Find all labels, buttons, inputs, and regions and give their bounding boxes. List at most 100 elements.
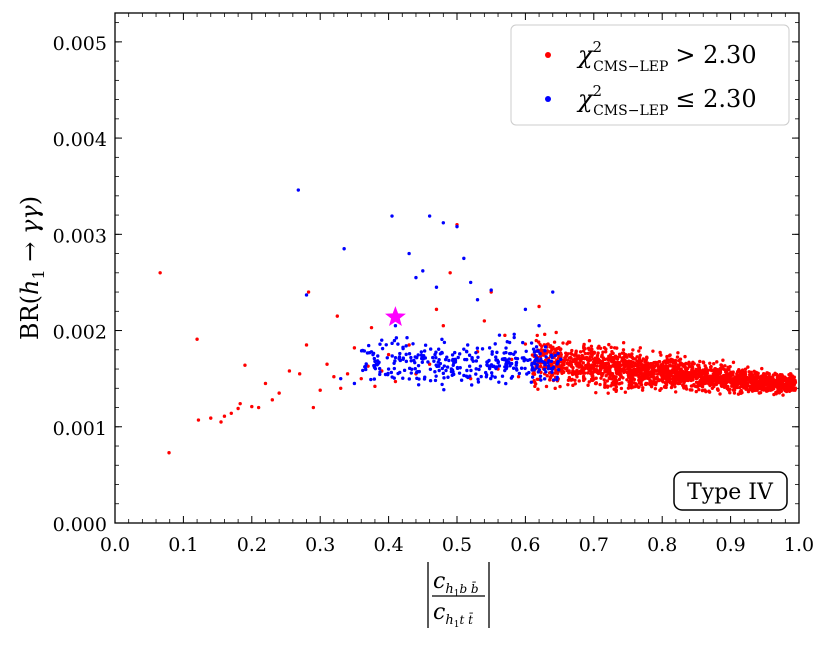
red-point: [731, 382, 735, 387]
red-point: [757, 391, 761, 395]
blue-point: [496, 361, 500, 365]
red-point: [773, 380, 777, 385]
red-point: [611, 351, 615, 356]
red-point: [548, 344, 553, 348]
red-point: [583, 351, 588, 356]
red-point: [786, 380, 790, 385]
blue-point: [362, 349, 367, 353]
blue-point: [445, 365, 450, 369]
red-point: [263, 381, 268, 386]
blue-point: [373, 359, 377, 364]
red-point: [645, 376, 649, 380]
red-point: [681, 372, 685, 376]
red-point: [535, 377, 539, 381]
red-point: [710, 374, 714, 379]
blue-point: [550, 355, 554, 360]
blue-point: [532, 368, 537, 372]
red-point: [594, 376, 598, 380]
blue-point: [384, 343, 388, 347]
blue-point: [534, 345, 539, 349]
red-point: [567, 375, 572, 380]
blue-point: [459, 378, 464, 382]
red-point: [665, 366, 669, 370]
red-point: [602, 364, 606, 368]
red-point: [668, 377, 672, 381]
red-point: [335, 314, 339, 318]
blue-point: [503, 365, 507, 369]
blue-point: [393, 324, 398, 328]
red-point: [733, 375, 738, 380]
red-point: [648, 361, 653, 366]
blue-point: [521, 340, 525, 345]
red-point: [750, 381, 755, 385]
blue-point: [475, 298, 480, 302]
red-point: [645, 364, 650, 369]
red-point: [684, 387, 689, 391]
red-point: [582, 346, 586, 350]
blue-point: [469, 368, 473, 373]
red-point: [571, 358, 576, 362]
red-point: [565, 342, 569, 346]
red-point: [728, 364, 732, 369]
blue-point: [398, 358, 403, 363]
red-point: [620, 381, 624, 385]
red-point: [620, 359, 624, 363]
red-point: [373, 384, 377, 389]
blue-point: [413, 367, 417, 371]
red-point: [714, 370, 718, 375]
red-point: [533, 382, 538, 386]
blue-point: [544, 355, 548, 359]
blue-point: [493, 375, 497, 379]
red-point: [758, 379, 762, 383]
red-point: [601, 350, 605, 354]
blue-point: [380, 338, 384, 342]
red-point: [626, 365, 631, 369]
red-point: [631, 348, 635, 352]
blue-point: [495, 358, 500, 362]
blue-point: [380, 346, 385, 351]
red-point: [670, 359, 674, 363]
red-point: [621, 368, 625, 373]
blue-point: [502, 351, 506, 355]
red-point: [359, 376, 363, 381]
blue-point: [441, 371, 446, 376]
red-point: [577, 379, 581, 383]
blue-point: [539, 357, 543, 361]
blue-point: [422, 349, 427, 353]
red-point: [707, 390, 712, 394]
red-point: [653, 386, 658, 391]
red-point: [746, 365, 750, 369]
red-point: [721, 358, 725, 362]
red-point: [158, 271, 162, 275]
red-point: [434, 307, 439, 312]
red-point: [761, 377, 765, 381]
red-point: [582, 366, 586, 371]
blue-point: [462, 256, 466, 261]
red-point: [586, 365, 591, 370]
blue-point: [401, 376, 405, 380]
blue-point: [386, 371, 390, 376]
red-point: [297, 372, 302, 376]
blue-point: [392, 366, 397, 371]
red-point: [510, 357, 514, 362]
red-point: [229, 411, 233, 416]
red-point: [786, 388, 790, 393]
red-point: [712, 361, 716, 366]
red-point: [277, 391, 281, 395]
blue-point: [536, 349, 540, 353]
blue-point: [443, 357, 448, 362]
blue-point: [412, 358, 416, 363]
blue-point: [542, 377, 547, 381]
red-point: [581, 374, 586, 379]
red-point: [764, 389, 769, 393]
blue-point: [398, 351, 402, 356]
blue-point: [522, 359, 526, 363]
red-point: [732, 391, 737, 395]
red-point: [617, 377, 622, 382]
red-point: [698, 359, 702, 364]
x-tick-label: 1.0: [784, 534, 814, 556]
red-point: [676, 364, 681, 369]
blue-point: [413, 355, 417, 359]
red-point: [655, 363, 660, 367]
